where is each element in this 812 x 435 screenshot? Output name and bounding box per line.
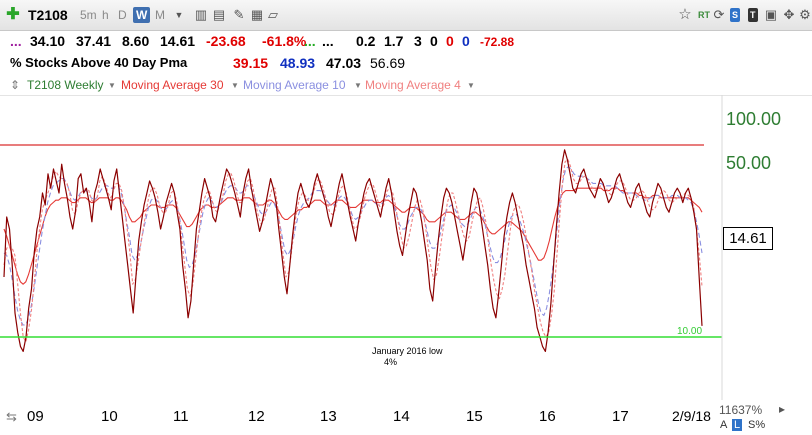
x-tick-09: 09	[27, 408, 44, 425]
series-line-t2108-weekly	[3, 149, 703, 352]
indicator-ma-d: 56.69	[370, 55, 406, 71]
refresh-icon[interactable]: ⟳	[713, 7, 725, 22]
stat-v5: 0.2	[356, 33, 376, 49]
timeframe-h[interactable]: h	[102, 8, 109, 22]
stats-row: ... 34.10 37.41 8.60 14.61 -23.68 -61.8%…	[0, 30, 812, 52]
move-icon[interactable]: ✥	[783, 7, 795, 22]
stat-v6: 1.7	[384, 33, 404, 49]
legend-expand-icon[interactable]: ⇕	[10, 78, 21, 92]
annotation-value: 4%	[384, 357, 397, 367]
add-symbol-icon[interactable]: ✚	[6, 6, 20, 23]
page-icon[interactable]: ▱	[268, 7, 278, 22]
x-tick-15: 15	[466, 408, 483, 425]
stat-low: 8.60	[122, 33, 150, 49]
timeframe-m[interactable]: M	[155, 8, 165, 22]
x-tick-12: 12	[248, 408, 265, 425]
grid-icon[interactable]: ▦	[250, 7, 264, 22]
percent-scale-toggle[interactable]: S%	[748, 419, 766, 431]
symbol-label[interactable]: T2108	[28, 7, 68, 23]
timeframe-w[interactable]: W	[133, 7, 151, 23]
chart-plot-area[interactable]: 10.00 100.00 50.00 January 2016 low 4%	[0, 95, 812, 400]
stat-v9: 0	[446, 33, 454, 49]
camera-icon[interactable]: ▣	[764, 7, 778, 22]
stat-dots-3: ...	[322, 33, 334, 49]
stat-v8: 0	[430, 33, 438, 49]
stat-dots-2: ...	[304, 33, 316, 49]
timeframe-5m[interactable]: 5m	[80, 8, 97, 22]
log-scale-toggle-a[interactable]: A	[720, 419, 728, 431]
x-tick-last-date: 2/9/18	[672, 408, 711, 424]
log-scale-toggle-l[interactable]: L	[732, 419, 743, 431]
chevron-down-icon[interactable]: ▼	[174, 10, 184, 20]
badge-rt[interactable]: RT	[698, 10, 710, 20]
indicator-ma-a: 39.15	[233, 55, 269, 71]
y-tick-50: 50.00	[726, 153, 771, 173]
x-tick-11: 11	[173, 408, 189, 425]
indicator-ma-c: 47.03	[326, 55, 362, 71]
series-line-moving-average-4	[3, 158, 703, 343]
annotation-title: January 2016 low	[372, 346, 443, 356]
star-icon[interactable]: ☆	[678, 6, 692, 23]
last-price-box: 14.61	[723, 227, 773, 250]
stat-high: 37.41	[76, 33, 112, 49]
legend-ma30[interactable]: Moving Average 30	[121, 78, 224, 92]
legend-main[interactable]: T2108 Weekly	[27, 78, 104, 92]
indicator-row: % Stocks Above 40 Day Pma 39.15 48.93 47…	[0, 52, 812, 74]
chevron-down-icon[interactable]: ▼	[354, 81, 362, 90]
stat-v7: 3	[414, 33, 422, 49]
indicator-ma-b: 48.93	[280, 55, 316, 71]
stat-open: 34.10	[30, 33, 66, 49]
stat-v10: 0	[462, 33, 470, 49]
x-tick-13: 13	[320, 408, 337, 425]
draw-icon[interactable]: ✎	[233, 7, 245, 22]
chevron-down-icon[interactable]: ▼	[231, 81, 239, 90]
stat-change-pct: -61.8%	[262, 33, 307, 49]
chevron-down-icon[interactable]: ▼	[108, 81, 116, 90]
x-axis-expand-icon[interactable]: ⇆	[6, 409, 17, 424]
x-tick-10: 10	[101, 408, 118, 425]
settings-icon[interactable]: ⚙	[799, 7, 811, 22]
scroll-right-icon[interactable]: ▸	[779, 402, 786, 416]
ten-percent-label: 10.00	[677, 326, 702, 337]
x-tick-16: 16	[539, 408, 556, 425]
series-line-moving-average-30	[3, 187, 703, 285]
y-tick-100: 100.00	[726, 109, 781, 129]
x-tick-17: 17	[612, 408, 629, 425]
chart-style-icon[interactable]: ▤	[212, 7, 226, 22]
stat-change: -23.68	[206, 33, 246, 49]
badge-t[interactable]: T	[748, 8, 758, 22]
badge-s[interactable]: S	[730, 8, 741, 22]
stat-dots-1: ...	[10, 33, 22, 49]
toolbar: ✚ T2108 5m h D W M ▼ ▥ ▤ ✎ ▦ ▱ ☆ RT ⟳ S …	[0, 0, 812, 31]
timeframe-d[interactable]: D	[118, 8, 127, 22]
legend: ⇕ T2108 Weekly ▼ Moving Average 30 ▼ Mov…	[0, 75, 812, 96]
legend-ma10[interactable]: Moving Average 10	[243, 78, 346, 92]
chevron-down-icon[interactable]: ▼	[467, 81, 475, 90]
legend-ma4[interactable]: Moving Average 4	[365, 78, 461, 92]
indicator-name: % Stocks Above 40 Day Pma	[10, 55, 188, 70]
x-axis: ⇆ 09 10 11 12 13 14 15 16 17 2/9/18 1163…	[0, 400, 812, 435]
stat-v11: -72.88	[480, 35, 515, 49]
stat-last: 14.61	[160, 33, 196, 49]
x-tick-14: 14	[393, 408, 410, 425]
zoom-level[interactable]: 11637%	[719, 403, 763, 417]
bar-chart-icon[interactable]: ▥	[194, 7, 208, 22]
